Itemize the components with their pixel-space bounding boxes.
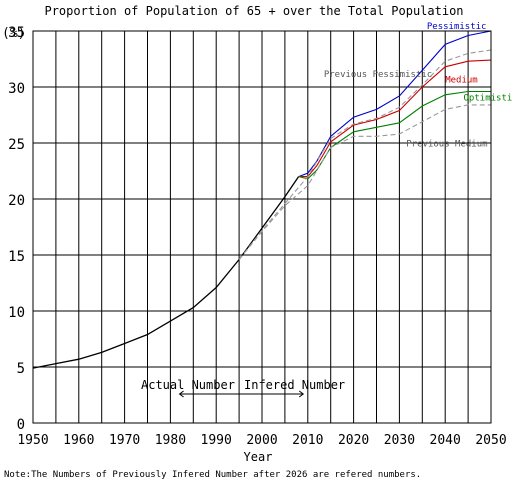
actual-number-line: [32, 176, 300, 369]
previous-medium-line: [238, 104, 491, 260]
y-tick-label: 0: [17, 417, 25, 433]
optimistic-line: [298, 90, 491, 180]
optimistic-label: Optimistic: [464, 93, 513, 103]
x-tick-label: 2040: [430, 433, 461, 448]
y-axis-label: (%): [2, 26, 25, 41]
series-lines: [32, 30, 492, 369]
x-axis-label: Year: [244, 450, 273, 464]
x-tick-label: 1990: [201, 433, 232, 448]
actual-number-label: Actual Number: [141, 378, 235, 392]
x-tick-label: 1960: [63, 433, 94, 448]
y-tick-label: 10: [8, 305, 25, 321]
y-tick-label: 30: [8, 81, 25, 97]
chart-title: Proportion of Population of 65 + over th…: [44, 4, 463, 18]
plot-frame: [32, 30, 492, 424]
arrow-head-right: [298, 390, 305, 398]
y-tick-label: 35: [8, 25, 25, 41]
x-tick-label: 2020: [338, 433, 369, 448]
x-tick-label: 2000: [246, 433, 277, 448]
y-tick-label: 15: [8, 249, 25, 265]
series-labels: Pessimistic Medium Optimistic Previous Pess…: [324, 22, 513, 150]
x-tick-label: 1950: [17, 433, 48, 448]
previous-medium-label: Previous Medium: [406, 139, 487, 149]
footnote: Note:The Numbers of Previously Infered N…: [4, 470, 421, 480]
pessimistic-line: [298, 30, 492, 178]
medium-label: Medium: [445, 76, 478, 86]
medium-line: [298, 59, 492, 178]
y-tick-label: 20: [8, 193, 25, 209]
annotations: Actual Number Infered Number: [141, 378, 345, 398]
x-tick-label: 1980: [155, 433, 186, 448]
pessimistic-label: Pessimistic: [427, 22, 487, 32]
x-tick-label: 2010: [292, 433, 323, 448]
x-tick-label: 2030: [384, 433, 415, 448]
y-tick-label: 5: [17, 361, 25, 377]
previous-pessimistic-label: Previous Pessimistic: [324, 70, 432, 80]
y-tick-label: 25: [8, 137, 25, 153]
previous-pessimistic-line: [238, 49, 492, 260]
tick-labels: 0 5 10 15 20 25 30 35 1950 1960 1970 1980 1990 2000 20…: [8, 25, 507, 448]
x-tick-label: 2050: [475, 433, 506, 448]
infered-number-label: Infered Number: [244, 378, 345, 392]
arrow-head-left: [178, 390, 184, 398]
x-tick-label: 1970: [109, 433, 140, 448]
